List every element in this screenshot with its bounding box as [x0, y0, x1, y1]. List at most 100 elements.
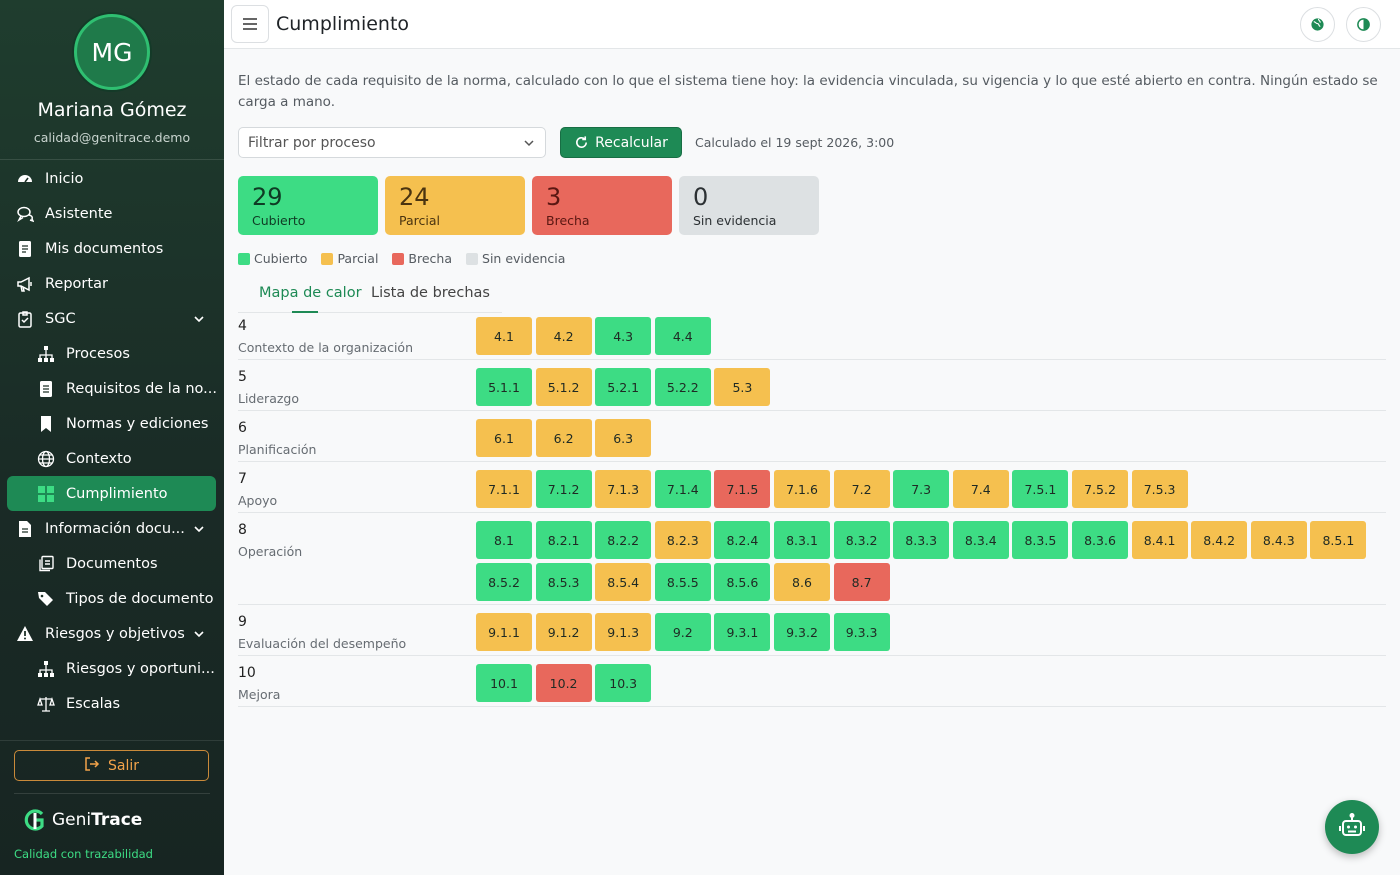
requirement-cell[interactable]: 8.4.1: [1131, 521, 1188, 559]
requirement-cell[interactable]: 4.1: [476, 317, 532, 355]
heatmap-row: 7 Apoyo 7.1.1 7.1.2 7.1.3 7.1.4 7.1.5 7.1.6 7.2 7…: [238, 466, 1386, 513]
requirement-cell[interactable]: 8.5.2: [476, 563, 532, 601]
chevron-down-icon[interactable]: [192, 522, 206, 536]
sidebar-item-asistente[interactable]: Asistente: [0, 196, 224, 231]
requirement-cell[interactable]: 7.4: [952, 470, 1009, 508]
menu-toggle-button[interactable]: [231, 5, 269, 43]
requirement-cell[interactable]: 8.3.4: [952, 521, 1009, 559]
grid-icon: [36, 484, 56, 504]
requirement-cell[interactable]: 9.3.2: [774, 613, 830, 651]
requirement-cell[interactable]: 5.3: [714, 368, 771, 406]
sidebar-item-contexto[interactable]: Contexto: [0, 441, 224, 476]
requirement-cell[interactable]: 7.2: [833, 470, 890, 508]
requirement-cell[interactable]: 8.2.3: [654, 521, 711, 559]
sidebar-item-mis-documentos[interactable]: Mis documentos: [0, 231, 224, 266]
requirement-cell[interactable]: 10.2: [535, 664, 592, 702]
sidebar-item-escalas[interactable]: Escalas: [0, 686, 224, 721]
sidebar-item-reportar[interactable]: Reportar: [0, 266, 224, 301]
requirement-cell[interactable]: 7.5.2: [1072, 470, 1128, 508]
legend-item-parcial: Parcial: [321, 251, 378, 266]
requirement-cell[interactable]: 7.5.1: [1012, 470, 1069, 508]
logout-button[interactable]: Salir: [14, 750, 209, 781]
requirement-cell[interactable]: 7.1.1: [476, 470, 532, 508]
requirement-cell[interactable]: 7.5.3: [1131, 470, 1188, 508]
requirement-cell[interactable]: 8.3.6: [1072, 521, 1128, 559]
requirement-cell[interactable]: 7.1.2: [535, 470, 592, 508]
sidebar-item-requisitos-de-la-no[interactable]: Requisitos de la no...: [0, 371, 224, 406]
stat-card-sin-evidencia[interactable]: 0 Sin evidencia: [679, 176, 819, 235]
requirement-cell[interactable]: 7.1.4: [654, 470, 711, 508]
requirement-cell[interactable]: 6.1: [476, 419, 532, 457]
scale-icon: [36, 694, 56, 714]
requirement-cell[interactable]: 8.5.6: [714, 563, 771, 601]
sidebar-item-label: Reportar: [45, 275, 108, 292]
requirement-cell[interactable]: 8.6: [774, 563, 830, 601]
requirement-cell[interactable]: 5.1.1: [476, 368, 532, 406]
requirement-cell[interactable]: 8.5.5: [654, 563, 711, 601]
process-filter-placeholder: Filtrar por proceso: [248, 135, 376, 151]
requirement-cell[interactable]: 7.1.3: [595, 470, 652, 508]
requirement-cell[interactable]: 7.1.5: [714, 470, 771, 508]
requirement-cell[interactable]: 8.7: [833, 563, 890, 601]
stat-label: Brecha: [546, 213, 590, 228]
sidebar-item-normas-y-ediciones[interactable]: Normas y ediciones: [0, 406, 224, 441]
requirement-cell[interactable]: 7.1.6: [774, 470, 830, 508]
requirement-cell[interactable]: 4.2: [535, 317, 592, 355]
sidebar-item-riesgos-y-oportuni[interactable]: Riesgos y oportuni...: [0, 651, 224, 686]
requirement-cell[interactable]: 9.1.3: [595, 613, 652, 651]
requirement-cell[interactable]: 5.2.2: [654, 368, 711, 406]
chevron-down-icon[interactable]: [192, 627, 206, 641]
sidebar-item-inicio[interactable]: Inicio: [0, 161, 224, 196]
process-filter-select[interactable]: Filtrar por proceso: [238, 127, 546, 158]
requirement-cell[interactable]: 8.3.2: [833, 521, 890, 559]
requirement-cell[interactable]: 8.2.1: [535, 521, 592, 559]
requirement-cell[interactable]: 8.3.1: [774, 521, 830, 559]
requirement-cell[interactable]: 9.1.1: [476, 613, 532, 651]
requirement-cell[interactable]: 8.5.3: [535, 563, 592, 601]
theme-toggle-button[interactable]: [1346, 7, 1381, 42]
sidebar-item-riesgos-y-objetivos[interactable]: Riesgos y objetivos: [0, 616, 224, 651]
stat-card-brecha[interactable]: 3 Brecha: [532, 176, 672, 235]
requirement-cell[interactable]: 4.4: [654, 317, 711, 355]
tab-gap-list[interactable]: Lista de brechas: [371, 285, 490, 301]
requirement-cell[interactable]: 9.3.3: [833, 613, 890, 651]
requirement-cell[interactable]: 4.3: [595, 317, 652, 355]
requirement-cell[interactable]: 6.3: [595, 419, 652, 457]
tab-heatmap[interactable]: Mapa de calor: [259, 285, 362, 301]
requirement-cell[interactable]: 8.4.2: [1191, 521, 1248, 559]
requirement-cell[interactable]: 8.2.2: [595, 521, 652, 559]
requirement-cell[interactable]: 10.3: [595, 664, 652, 702]
clause-name: Planificación: [238, 442, 317, 457]
requirement-cell[interactable]: 5.2.1: [595, 368, 652, 406]
requirement-cell[interactable]: 6.2: [535, 419, 592, 457]
avatar[interactable]: MG: [74, 14, 150, 90]
requirement-cell[interactable]: 8.1: [476, 521, 532, 559]
sidebar-item-información-docu[interactable]: Información docu...: [0, 511, 224, 546]
requirement-cell[interactable]: 9.3.1: [714, 613, 771, 651]
requirement-cell[interactable]: 10.1: [476, 664, 532, 702]
sidebar-item-documentos[interactable]: Documentos: [0, 546, 224, 581]
assistant-bot-button[interactable]: [1325, 800, 1379, 854]
chevron-down-icon[interactable]: [192, 312, 206, 326]
requirement-cell[interactable]: 7.3: [893, 470, 950, 508]
requirement-cell[interactable]: 8.3.3: [893, 521, 950, 559]
sidebar-item-label: Documentos: [66, 555, 158, 572]
requirement-cell[interactable]: 8.4.3: [1250, 521, 1307, 559]
recalculate-button[interactable]: Recalcular: [560, 127, 682, 158]
sidebar-item-tipos-de-documento[interactable]: Tipos de documento: [0, 581, 224, 616]
requirement-cell[interactable]: 9.1.2: [535, 613, 592, 651]
requirement-cell[interactable]: 9.2: [654, 613, 711, 651]
stat-value: 29: [252, 183, 283, 211]
requirement-cell[interactable]: 8.5.1: [1310, 521, 1367, 559]
sidebar-item-cumplimiento[interactable]: Cumplimiento: [7, 476, 216, 511]
requirement-cell[interactable]: 8.2.4: [714, 521, 771, 559]
requirement-cell[interactable]: 5.1.2: [535, 368, 592, 406]
requirement-cell[interactable]: 8.5.4: [595, 563, 652, 601]
stat-card-cubierto[interactable]: 29 Cubierto: [238, 176, 378, 235]
stat-card-parcial[interactable]: 24 Parcial: [385, 176, 525, 235]
document-list-icon: [36, 379, 56, 399]
sidebar-item-sgc[interactable]: SGC: [0, 301, 224, 336]
language-button[interactable]: [1300, 7, 1335, 42]
sidebar-item-procesos[interactable]: Procesos: [0, 336, 224, 371]
requirement-cell[interactable]: 8.3.5: [1012, 521, 1069, 559]
